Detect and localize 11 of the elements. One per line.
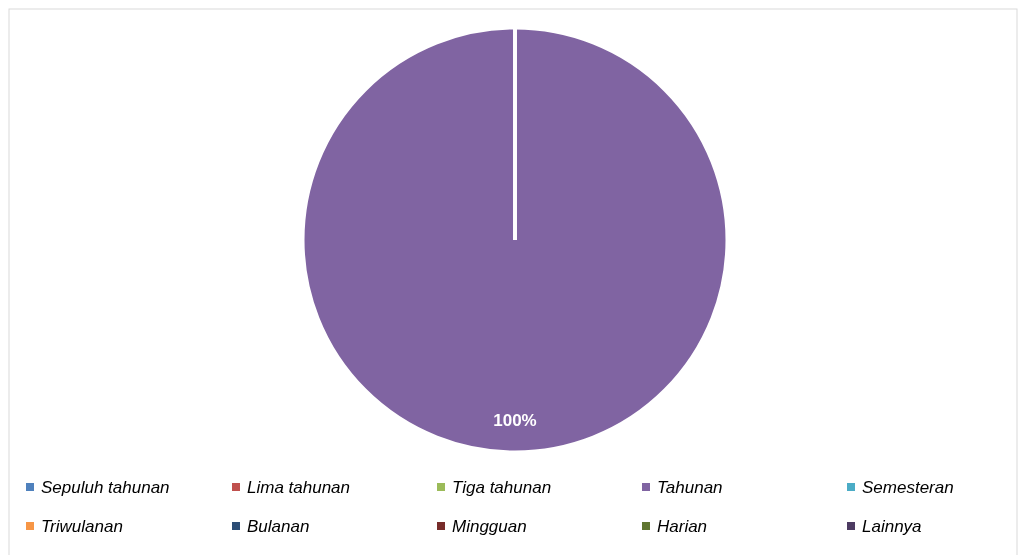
legend-label: Tahunan bbox=[657, 477, 723, 497]
legend-label: Mingguan bbox=[452, 516, 527, 536]
data-label: 100% bbox=[493, 410, 537, 430]
legend-label: Sepuluh tahunan bbox=[41, 477, 170, 497]
legend-label: Lima tahunan bbox=[247, 477, 351, 497]
legend-label: Semesteran bbox=[862, 477, 954, 497]
legend-label: Bulanan bbox=[247, 516, 310, 536]
legend-label: Lainnya bbox=[862, 516, 922, 536]
legend-label: Triwulanan bbox=[41, 516, 123, 536]
legend-label: Tiga tahunan bbox=[452, 477, 552, 497]
legend-label: Harian bbox=[657, 516, 708, 536]
